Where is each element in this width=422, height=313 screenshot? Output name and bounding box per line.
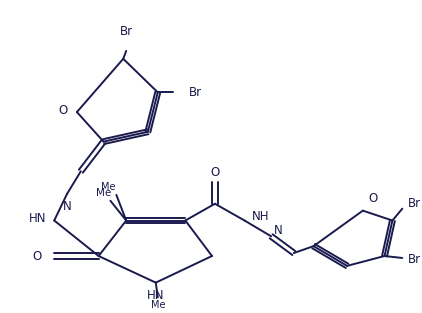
Text: HN: HN: [29, 212, 46, 225]
Text: Br: Br: [120, 25, 133, 38]
Text: Br: Br: [408, 254, 421, 266]
Text: O: O: [59, 104, 68, 116]
Text: Br: Br: [189, 86, 203, 99]
Text: Me: Me: [96, 188, 111, 198]
Text: N: N: [63, 200, 71, 213]
Text: HN: HN: [147, 289, 165, 302]
Text: O: O: [368, 192, 377, 205]
Text: Me: Me: [101, 182, 116, 192]
Text: O: O: [210, 166, 219, 179]
Text: N: N: [274, 224, 283, 237]
Text: O: O: [33, 249, 42, 263]
Text: Me: Me: [151, 300, 165, 310]
Text: NH: NH: [252, 210, 269, 223]
Text: Br: Br: [408, 197, 421, 210]
